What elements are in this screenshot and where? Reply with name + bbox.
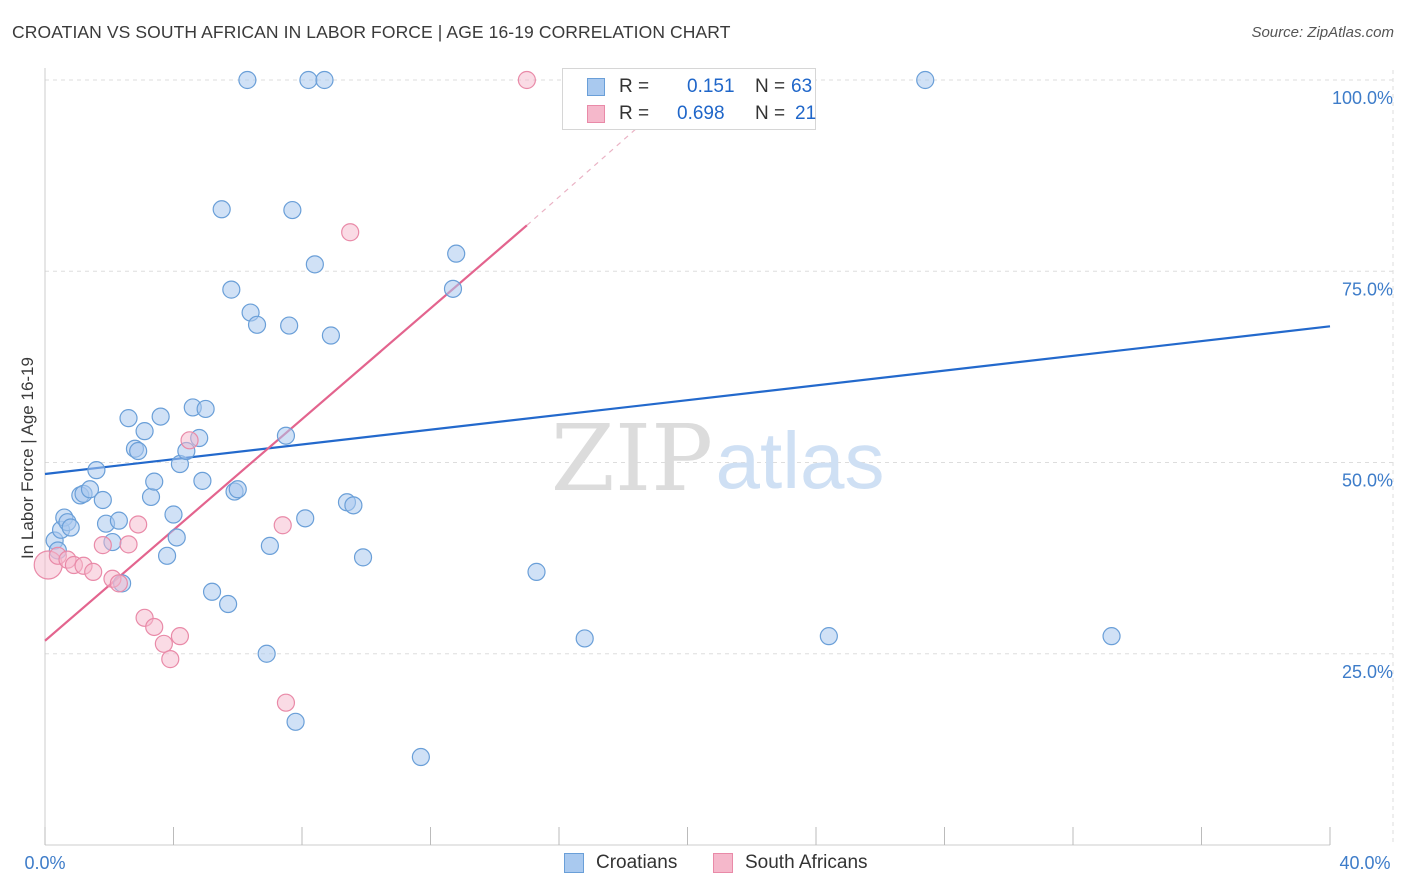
point-croatians (193, 471, 212, 490)
point-croatians (141, 487, 161, 507)
point-croatians (135, 422, 154, 441)
y-axis-title: In Labor Force | Age 16-19 (18, 357, 37, 559)
point-croatians (283, 200, 302, 220)
point-croatians (228, 480, 247, 499)
point-croatians (575, 629, 594, 648)
legend-swatch-croatians (587, 78, 605, 96)
point-croatians (321, 326, 341, 345)
point-south-africans (154, 634, 173, 653)
point-croatians (219, 594, 238, 614)
legend-r-value: 0.698 (677, 103, 725, 124)
correlation-legend: R = 0.151 N = 63 R = 0.698 N = 21 (562, 68, 816, 130)
point-south-africans (84, 562, 103, 581)
point-south-africans (276, 693, 296, 712)
y-tick-label: 75.0% (1342, 279, 1393, 299)
point-croatians (305, 255, 324, 274)
point-croatians (286, 712, 305, 731)
point-south-africans (517, 70, 536, 90)
y-tick-label: 25.0% (1342, 662, 1393, 682)
point-south-africans (273, 516, 292, 535)
point-croatians (119, 409, 138, 428)
legend-r-value: 0.151 (687, 76, 735, 97)
point-croatians (296, 509, 315, 528)
legend-n-value: 21 (795, 103, 817, 124)
point-croatians (196, 399, 215, 419)
y-tick-label: 100.0% (1332, 88, 1393, 108)
point-croatians (93, 490, 112, 510)
grid-layer (45, 70, 1394, 845)
legend-n-label: N = (755, 103, 786, 124)
point-south-africans (170, 627, 190, 646)
point-croatians (527, 562, 546, 581)
x-tick-label-min: 0.0% (24, 853, 65, 873)
trend-layer (44, 125, 1331, 642)
point-croatians (411, 747, 430, 767)
point-south-africans (93, 536, 112, 555)
legend-n-value: 63 (791, 76, 813, 97)
point-croatians (202, 582, 222, 601)
trendline-croatians (44, 325, 1331, 476)
point-croatians (222, 280, 241, 299)
point-croatians (344, 496, 363, 515)
legend-swatch-south-africans (713, 853, 733, 873)
trendline-south-africans-extension (526, 125, 640, 226)
legend-swatch-croatians (564, 853, 584, 873)
point-croatians (80, 480, 100, 499)
point-croatians (353, 548, 373, 567)
legend-n-label: N = (755, 76, 786, 97)
legend-r-label: R = (619, 103, 650, 124)
watermark: ZIP atlas (551, 405, 885, 512)
point-croatians (280, 316, 299, 335)
watermark-atlas: atlas (716, 416, 885, 505)
point-south-africans (145, 617, 164, 637)
point-croatians (447, 244, 466, 263)
point-croatians (247, 315, 267, 334)
x-tick-label-max: 40.0% (1339, 853, 1390, 873)
point-croatians (276, 426, 296, 445)
point-south-africans (180, 431, 199, 450)
source-credit: Source: ZipAtlas.com (1251, 24, 1394, 41)
point-croatians (61, 518, 80, 537)
point-south-africans (129, 515, 148, 534)
point-croatians (129, 441, 148, 461)
points-layer (33, 70, 1121, 767)
point-croatians (164, 505, 183, 524)
point-croatians (257, 644, 276, 663)
axis-layer (44, 68, 1331, 846)
point-south-africans (341, 223, 360, 242)
point-south-africans (161, 650, 180, 669)
point-croatians (299, 70, 318, 90)
legend-swatch-south-africans (587, 105, 605, 123)
point-croatians (157, 546, 177, 565)
chart-title: CROATIAN VS SOUTH AFRICAN IN LABOR FORCE… (12, 22, 731, 42)
point-croatians (819, 627, 838, 646)
point-croatians (260, 536, 279, 555)
legend-label-south-africans: South Africans (745, 852, 868, 873)
point-croatians (238, 70, 257, 90)
y-tick-label: 50.0% (1342, 471, 1393, 491)
point-croatians (916, 70, 935, 90)
point-croatians (1102, 627, 1121, 646)
point-croatians (87, 461, 106, 480)
point-croatians (145, 472, 164, 491)
labels-layer: 25.0% 50.0% 75.0% 100.0% 0.0% 40.0% (24, 88, 1393, 873)
point-croatians (212, 200, 231, 219)
point-croatians (167, 528, 186, 547)
point-croatians (315, 70, 334, 90)
point-south-africans (119, 535, 138, 554)
point-croatians (109, 511, 128, 530)
point-croatians (443, 279, 463, 298)
legend-r-label: R = (619, 76, 650, 97)
watermark-zip: ZIP (551, 405, 713, 512)
legend-label-croatians: Croatians (596, 852, 678, 873)
point-south-africans (109, 574, 128, 593)
point-croatians (151, 407, 170, 426)
